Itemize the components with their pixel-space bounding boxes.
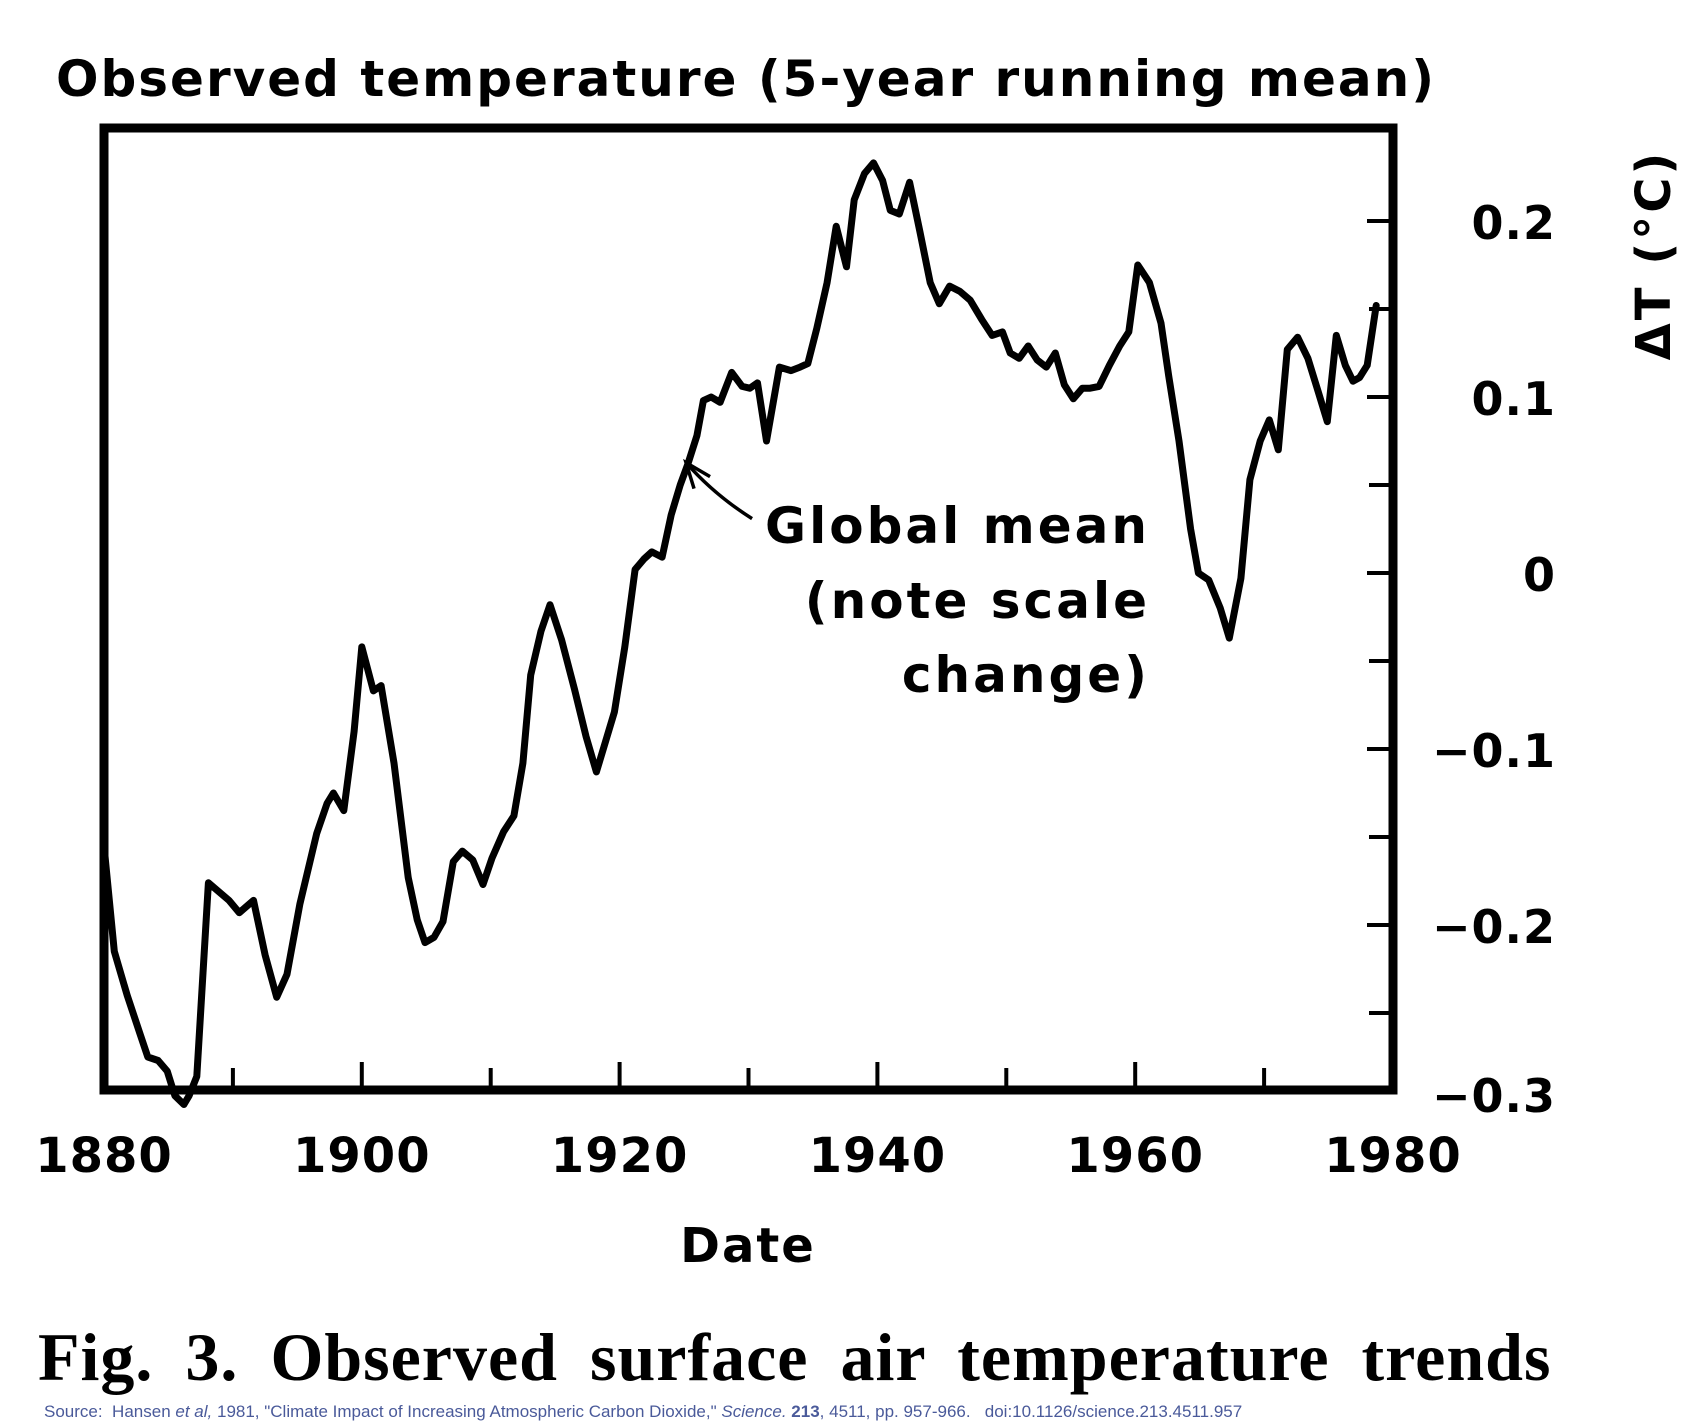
x-tick-label: 1920: [551, 1128, 689, 1184]
figure-caption-prefix: Fig. 3.: [38, 1319, 239, 1395]
source-etal: et al,: [175, 1402, 213, 1421]
source-doi: doi:10.1126/science.213.4511.957: [984, 1402, 1243, 1421]
source-journal: Science.: [721, 1402, 787, 1421]
source-volume: 213: [791, 1402, 820, 1421]
y-tick-label: 0.1: [1472, 372, 1557, 426]
y-tick-label: 0: [1523, 548, 1556, 602]
source-label: Source:: [44, 1402, 103, 1421]
y-tick-label: −0.1: [1432, 724, 1556, 778]
y-axis-ticks: [1367, 219, 1393, 1015]
source-authors: Hansen: [112, 1402, 171, 1421]
figure-caption-text: Observed surface air temperature trends: [270, 1319, 1552, 1395]
x-axis-ticks: [230, 1062, 1267, 1090]
chart-title: Observed temperature (5-year running mea…: [56, 50, 1436, 108]
x-tick-label: 1980: [1324, 1128, 1462, 1184]
annotation-arrow: [683, 458, 753, 521]
x-tick-label: 1940: [809, 1128, 947, 1184]
plot-frame: [99, 123, 1398, 1095]
y-tick-label: 0.2: [1472, 196, 1557, 250]
source-year-title: 1981, "Climate Impact of Increasing Atmo…: [216, 1402, 717, 1421]
annotation-line-2: (note scale: [805, 572, 1150, 630]
annotation-line-1: Global mean: [765, 497, 1150, 555]
series-line-global-mean: [100, 159, 1380, 1108]
source-citation: Source: Hansen et al, 1981, "Climate Imp…: [44, 1402, 1242, 1422]
y-tick-label: −0.2: [1432, 900, 1556, 954]
x-axis-tick-labels: 1880 1900 1920 1940 1960 1980: [35, 1128, 1462, 1184]
annotation-line-3: change): [902, 646, 1150, 704]
x-tick-label: 1960: [1066, 1128, 1204, 1184]
annotation-arrow-head: [683, 458, 711, 490]
y-axis-label: ΔT (°C): [1626, 150, 1682, 361]
source-issue-pages: , 4511, pp. 957-966.: [819, 1402, 971, 1421]
y-axis-tick-labels: −0.3 −0.2 −0.1 0 0.1 0.2: [1432, 196, 1557, 1123]
y-tick-label: −0.3: [1432, 1069, 1556, 1123]
x-axis-label: Date: [680, 1218, 816, 1274]
annotation-text: Global mean (note scale change): [765, 497, 1150, 704]
x-tick-label: 1880: [35, 1128, 173, 1184]
figure-caption: Fig. 3. Observed surface air temperature…: [38, 1318, 1551, 1397]
x-tick-label: 1900: [293, 1128, 431, 1184]
annotation-arrow-shaft: [684, 461, 753, 521]
